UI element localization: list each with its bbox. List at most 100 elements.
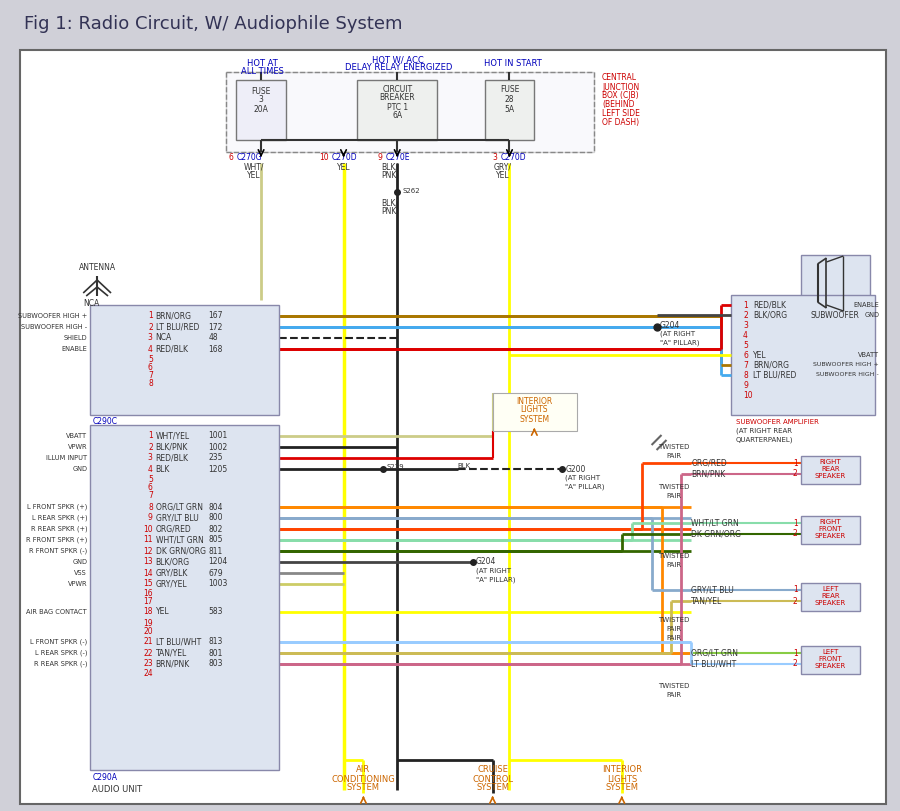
Text: YEL: YEL [248, 170, 261, 179]
Bar [357, 80, 437, 140]
Text: TWISTED: TWISTED [658, 444, 689, 450]
Text: HOT W/ ACC: HOT W/ ACC [373, 55, 424, 65]
Text: GRY/YEL: GRY/YEL [156, 580, 187, 589]
Text: SUBWOOFER HIGH -: SUBWOOFER HIGH - [816, 372, 879, 377]
Text: LEFT SIDE: LEFT SIDE [602, 109, 640, 118]
Text: GND: GND [864, 312, 879, 318]
Text: 804: 804 [209, 503, 223, 512]
Text: 5: 5 [148, 475, 153, 484]
Text: HOT IN START: HOT IN START [483, 59, 541, 68]
Text: 1: 1 [793, 586, 797, 594]
Text: 679: 679 [209, 569, 223, 577]
Text: 23: 23 [143, 659, 153, 668]
Text: 168: 168 [209, 345, 223, 354]
Text: 3: 3 [743, 320, 748, 329]
Text: 172: 172 [209, 323, 223, 332]
Text: BLK: BLK [156, 465, 170, 474]
Text: VSS: VSS [75, 570, 87, 576]
Text: L REAR SPKR (-): L REAR SPKR (-) [35, 650, 87, 656]
Text: 1: 1 [148, 311, 153, 320]
Bar [801, 255, 870, 313]
Text: (AT RIGHT: (AT RIGHT [476, 568, 511, 574]
Text: PAIR: PAIR [666, 635, 681, 641]
Bar [236, 80, 286, 140]
Text: 800: 800 [209, 513, 223, 522]
Text: LIGHTS: LIGHTS [607, 775, 637, 783]
Text: FUSE: FUSE [251, 87, 271, 96]
Text: R REAR SPKR (+): R REAR SPKR (+) [31, 526, 87, 532]
Text: LEFT: LEFT [823, 649, 839, 655]
Text: INTERIOR: INTERIOR [602, 766, 642, 775]
Text: RED/BLK: RED/BLK [156, 345, 189, 354]
Bar [484, 80, 535, 140]
Text: TWISTED: TWISTED [658, 683, 689, 689]
Text: 10: 10 [143, 525, 153, 534]
Text: 4: 4 [148, 345, 153, 354]
Text: 9: 9 [148, 513, 153, 522]
Text: TWISTED: TWISTED [658, 553, 689, 559]
Text: BOX (CJB): BOX (CJB) [602, 92, 638, 101]
Text: NCA: NCA [83, 298, 99, 307]
Text: C270E: C270E [385, 152, 410, 161]
Text: 12: 12 [143, 547, 153, 556]
Text: S229: S229 [386, 464, 404, 470]
Text: 28: 28 [505, 96, 514, 105]
Text: ORG/RED: ORG/RED [691, 458, 727, 467]
Text: 167: 167 [209, 311, 223, 320]
Text: LEFT: LEFT [823, 586, 839, 592]
Text: REAR: REAR [821, 593, 840, 599]
Text: YEL: YEL [496, 170, 509, 179]
Text: GRY/LT BLU: GRY/LT BLU [691, 586, 734, 594]
Text: 48: 48 [209, 333, 218, 342]
Text: PAIR: PAIR [666, 692, 681, 698]
Text: 8: 8 [148, 503, 153, 512]
Text: CRUISE: CRUISE [477, 766, 508, 775]
Text: 4: 4 [743, 331, 748, 340]
Text: 1: 1 [793, 458, 797, 467]
Text: GRY/: GRY/ [493, 162, 511, 171]
Text: 11: 11 [143, 535, 153, 544]
Text: 811: 811 [209, 547, 222, 556]
Text: 9: 9 [743, 380, 748, 389]
Text: 8: 8 [148, 380, 153, 388]
Text: L FRONT SPKR (-): L FRONT SPKR (-) [30, 639, 87, 646]
Text: ANTENNA: ANTENNA [78, 264, 116, 272]
Text: PAIR: PAIR [666, 626, 681, 632]
Text: SYSTEM: SYSTEM [606, 783, 638, 792]
Text: "A" PILLAR): "A" PILLAR) [660, 340, 699, 346]
Text: ORG/RED: ORG/RED [156, 525, 192, 534]
Text: PNK: PNK [382, 207, 397, 216]
Text: 14: 14 [143, 569, 153, 577]
Text: 24: 24 [143, 668, 153, 677]
Text: 2: 2 [148, 443, 153, 452]
Text: LT BLU/WHT: LT BLU/WHT [691, 659, 736, 668]
Text: BLK/ORG: BLK/ORG [753, 311, 788, 320]
Text: SHIELD: SHIELD [64, 335, 87, 341]
Text: 7: 7 [148, 491, 153, 500]
Text: BLK/ORG: BLK/ORG [156, 557, 190, 567]
Bar [90, 425, 279, 770]
Text: BRN/PNK: BRN/PNK [691, 470, 725, 478]
Text: PAIR: PAIR [666, 453, 681, 459]
Text: INTERIOR: INTERIOR [517, 397, 553, 406]
Text: 6A: 6A [392, 111, 402, 121]
Text: FUSE: FUSE [500, 84, 519, 93]
Text: CENTRAL: CENTRAL [602, 74, 637, 83]
Text: BRN/PNK: BRN/PNK [156, 659, 190, 668]
Text: SUBWOOFER: SUBWOOFER [811, 311, 859, 320]
Text: VBATT: VBATT [858, 352, 879, 358]
Text: SUBWOOFER HIGH -: SUBWOOFER HIGH - [21, 324, 87, 330]
Text: VBATT: VBATT [66, 433, 87, 439]
Text: G204: G204 [660, 320, 680, 329]
Bar [801, 583, 860, 611]
Text: 2: 2 [793, 530, 797, 539]
Text: SPEAKER: SPEAKER [814, 533, 846, 539]
Text: 3: 3 [148, 453, 153, 462]
Text: C270D: C270D [331, 152, 357, 161]
Text: NCA: NCA [156, 333, 172, 342]
Text: R FRONT SPKR (+): R FRONT SPKR (+) [26, 537, 87, 543]
Text: BRN/ORG: BRN/ORG [753, 361, 789, 370]
Text: 7: 7 [743, 361, 748, 370]
Bar [801, 456, 860, 484]
Text: SUBWOOFER AMPLIFIER: SUBWOOFER AMPLIFIER [736, 419, 819, 425]
